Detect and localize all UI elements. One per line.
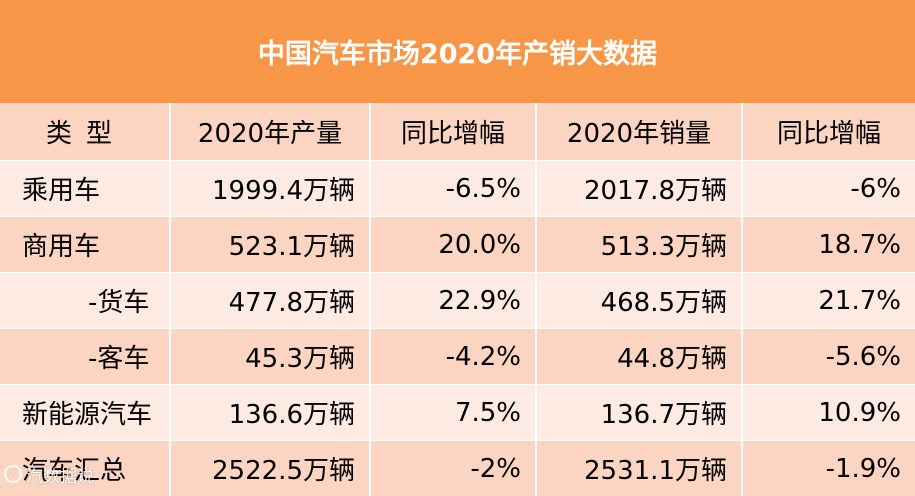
- cell-sales: 2017.8万辆: [536, 161, 742, 217]
- cell-production: 2522.5万辆: [170, 441, 370, 496]
- cell-type: -货车: [0, 273, 170, 329]
- cell-production-growth: -4.2%: [370, 329, 536, 385]
- data-table: 类型 2020年产量 同比增幅 2020年销量 同比增幅 乘用车 1999.4万…: [0, 103, 915, 496]
- watermark-text: 汽数据说: [26, 462, 94, 487]
- cell-type: 乘用车: [0, 161, 170, 217]
- cell-sales-growth: -5.6%: [742, 329, 915, 385]
- cell-production-growth: 7.5%: [370, 385, 536, 441]
- column-header-production-growth: 同比增幅: [370, 103, 536, 161]
- cell-sales-growth: -1.9%: [742, 441, 915, 496]
- cell-type: -客车: [0, 329, 170, 385]
- cell-production: 45.3万辆: [170, 329, 370, 385]
- cell-sales-growth: 10.9%: [742, 385, 915, 441]
- table-row: 乘用车 1999.4万辆 -6.5% 2017.8万辆 -6%: [0, 161, 915, 217]
- cell-production-growth: 20.0%: [370, 217, 536, 273]
- cell-sales-growth: 18.7%: [742, 217, 915, 273]
- cell-sales-growth: -6%: [742, 161, 915, 217]
- cell-sales: 2531.1万辆: [536, 441, 742, 496]
- watermark-logo-icon: ✓: [4, 465, 22, 483]
- table-row: 汽车汇总 2522.5万辆 -2% 2531.1万辆 -1.9%: [0, 441, 915, 496]
- cell-production: 136.6万辆: [170, 385, 370, 441]
- cell-production-growth: -2%: [370, 441, 536, 496]
- cell-sales: 44.8万辆: [536, 329, 742, 385]
- cell-sales: 468.5万辆: [536, 273, 742, 329]
- cell-sales-growth: 21.7%: [742, 273, 915, 329]
- cell-type: 新能源汽车: [0, 385, 170, 441]
- page-title: 中国汽车市场2020年产销大数据: [0, 0, 915, 103]
- table-row: -货车 477.8万辆 22.9% 468.5万辆 21.7%: [0, 273, 915, 329]
- watermark: ✓ 汽数据说: [4, 462, 94, 486]
- cell-type: 商用车: [0, 217, 170, 273]
- table-header-row: 类型 2020年产量 同比增幅 2020年销量 同比增幅: [0, 103, 915, 161]
- column-header-type: 类型: [0, 103, 170, 161]
- cell-production: 1999.4万辆: [170, 161, 370, 217]
- cell-sales: 136.7万辆: [536, 385, 742, 441]
- cell-production-growth: -6.5%: [370, 161, 536, 217]
- cell-sales: 513.3万辆: [536, 217, 742, 273]
- table-row: 新能源汽车 136.6万辆 7.5% 136.7万辆 10.9%: [0, 385, 915, 441]
- table-row: -客车 45.3万辆 -4.2% 44.8万辆 -5.6%: [0, 329, 915, 385]
- cell-production: 523.1万辆: [170, 217, 370, 273]
- column-header-sales-growth: 同比增幅: [742, 103, 915, 161]
- cell-production-growth: 22.9%: [370, 273, 536, 329]
- column-header-sales: 2020年销量: [536, 103, 742, 161]
- cell-production: 477.8万辆: [170, 273, 370, 329]
- table-row: 商用车 523.1万辆 20.0% 513.3万辆 18.7%: [0, 217, 915, 273]
- column-header-production: 2020年产量: [170, 103, 370, 161]
